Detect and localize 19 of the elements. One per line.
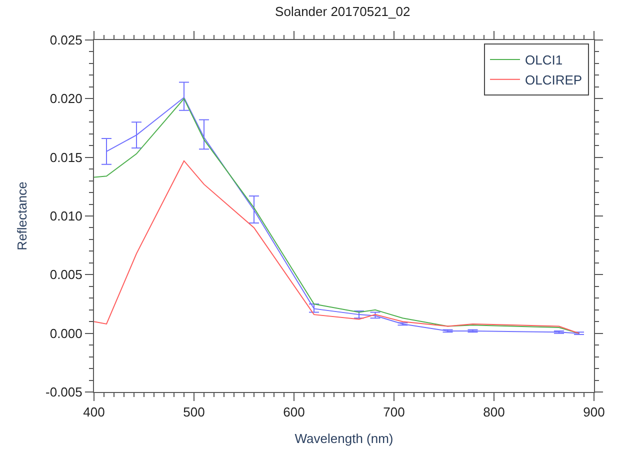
x-tick-label: 900: [583, 404, 605, 420]
y-tick-label: 0.005: [50, 267, 82, 282]
x-tick-label: 400: [83, 404, 105, 420]
x-tick-label: 700: [383, 404, 405, 420]
x-tick-label: 600: [283, 404, 305, 420]
x-tick-label: 500: [183, 404, 205, 420]
y-tick-label: -0.005: [46, 384, 82, 400]
y-tick-label: 0.015: [50, 150, 82, 165]
chart-title: Solander 20170521_02: [275, 4, 410, 19]
line-series: [94, 160, 580, 334]
y-tick-label: 0.000: [50, 326, 82, 341]
y-axis-title: Reflectance: [14, 182, 30, 250]
legend-label: OLCIREP: [525, 72, 582, 88]
x-tick-label: 800: [483, 404, 505, 420]
legend-label: OLCI1: [525, 52, 563, 68]
y-tick-label: 0.010: [50, 208, 82, 224]
y-tick-label: 0.020: [50, 91, 82, 106]
y-tick-label: 0.025: [50, 32, 82, 48]
x-axis-title: Wavelength (nm): [294, 431, 394, 446]
